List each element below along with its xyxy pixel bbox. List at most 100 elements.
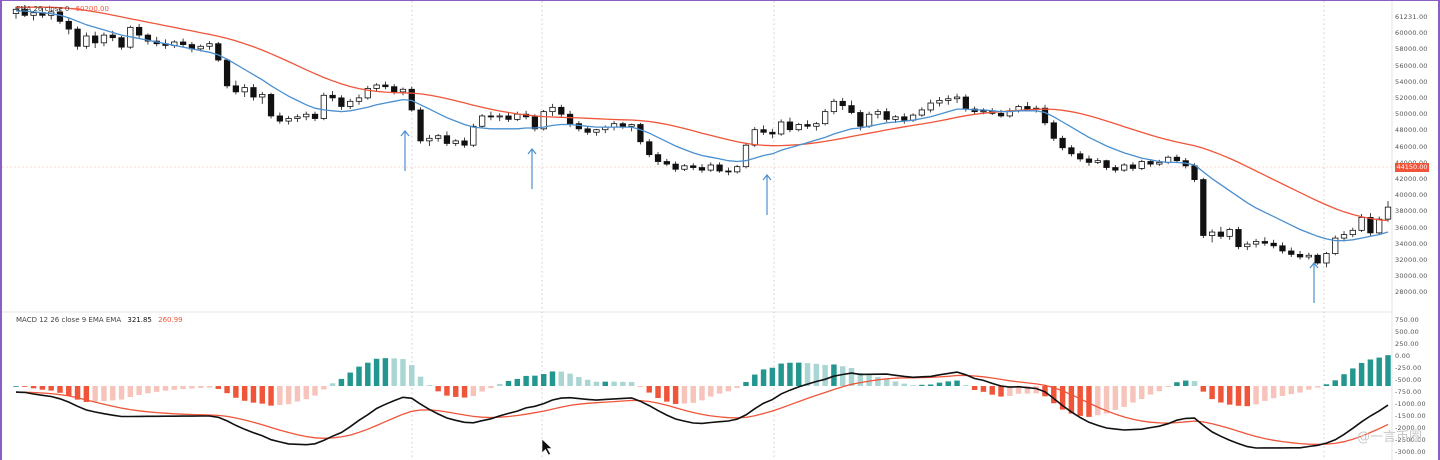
candle: [83, 35, 90, 47]
histogram-bar: [716, 386, 723, 394]
macd-axis-label: -3000.00: [1395, 448, 1426, 456]
histogram-bar: [1288, 386, 1294, 395]
histogram-bar: [804, 363, 811, 386]
histogram-bar: [532, 375, 538, 386]
histogram-bar: [241, 386, 248, 401]
histogram-bar: [110, 386, 116, 401]
histogram-bar: [1253, 386, 1259, 405]
candle: [575, 123, 582, 130]
histogram-bar: [787, 362, 793, 386]
price-axis-label: 38000.00: [1395, 207, 1428, 216]
candle: [250, 87, 257, 98]
candle: [426, 137, 433, 142]
histogram-bar: [1306, 386, 1312, 390]
histogram-bar: [672, 386, 679, 404]
signal-arrows: [400, 130, 1319, 303]
histogram-bar: [1121, 386, 1127, 407]
histogram-bar: [1033, 386, 1039, 394]
candle: [883, 111, 890, 120]
candle: [382, 84, 389, 88]
candle: [698, 167, 706, 171]
histogram-bar: [329, 383, 336, 386]
price-axis-label: 52000.00: [1395, 94, 1428, 102]
histogram-bar: [857, 372, 864, 386]
candle: [707, 164, 714, 171]
macd-axis-label: 750.00: [1395, 316, 1419, 324]
histogram-bar: [426, 385, 433, 386]
histogram-bar: [848, 368, 855, 386]
histogram-bar: [1130, 386, 1136, 403]
histogram-bar: [1358, 362, 1365, 386]
histogram-bar: [162, 386, 169, 391]
candle: [558, 106, 565, 115]
candle: [848, 105, 855, 113]
histogram-bar: [514, 378, 521, 386]
candle: [619, 123, 626, 127]
histogram-bar: [540, 374, 547, 386]
price-axis-label: 44000.00: [1395, 159, 1428, 167]
macd-axis-label: 250.00: [1395, 340, 1419, 348]
histogram-bar: [347, 372, 353, 386]
histogram-bar: [769, 367, 776, 386]
histogram-bar: [453, 386, 459, 397]
histogram-bar: [127, 386, 134, 398]
histogram-bar: [549, 371, 556, 386]
macd-legend-value: 321.85: [127, 316, 152, 324]
candle: [223, 59, 231, 87]
macd-histogram: [13, 355, 1391, 417]
candle: [584, 128, 591, 133]
candle: [118, 37, 125, 48]
histogram-bar: [523, 375, 529, 386]
histogram-bar: [1015, 386, 1022, 394]
candle: [690, 165, 697, 168]
candle: [1288, 250, 1295, 255]
candle: [355, 97, 363, 102]
histogram-bar: [1165, 386, 1171, 387]
price-axis-label: 34000.00: [1395, 239, 1428, 248]
histogram-bar: [927, 384, 934, 386]
candle: [760, 129, 767, 133]
candle: [364, 88, 371, 99]
histogram-bar: [725, 386, 732, 392]
histogram-bar: [690, 386, 696, 403]
price-axis-label: 30000.00: [1395, 272, 1428, 281]
histogram-bar: [259, 386, 265, 404]
histogram-bar: [48, 386, 54, 391]
candle: [505, 115, 512, 120]
candle: [927, 102, 934, 111]
candle: [1156, 161, 1163, 165]
candle: [936, 100, 943, 104]
candle: [1050, 122, 1057, 139]
candle: [742, 144, 750, 168]
macd-line: [15, 371, 1389, 449]
signal-legend-value: 260.99: [158, 316, 183, 324]
candle: [514, 113, 521, 120]
candle: [241, 87, 248, 93]
histogram-bar: [875, 376, 881, 386]
histogram-bar: [699, 386, 705, 401]
candle: [1349, 229, 1356, 236]
histogram-bar: [655, 386, 661, 398]
histogram-bar: [470, 386, 477, 397]
candle: [953, 96, 961, 100]
candle: [136, 26, 143, 36]
macd-axis-label: -750.00: [1395, 388, 1422, 396]
histogram-bar: [1279, 386, 1286, 396]
candle: [1200, 179, 1207, 236]
ma-legend: EMA 26 close 0 60200.00: [16, 5, 109, 13]
ma-legend-label: EMA 26 close 0: [16, 5, 70, 13]
candle: [435, 135, 442, 139]
candle: [56, 11, 64, 22]
macd-axis-label: -1500.00: [1395, 412, 1426, 420]
candle: [179, 41, 187, 45]
candle: [1235, 229, 1242, 248]
candle: [1252, 241, 1260, 245]
histogram-bar: [1086, 386, 1092, 417]
histogram-bar: [743, 382, 749, 386]
candle: [65, 20, 72, 30]
histogram-bar: [321, 386, 327, 390]
candle: [795, 124, 802, 131]
histogram-bar: [954, 380, 960, 386]
mouse-cursor-icon: [541, 438, 553, 456]
